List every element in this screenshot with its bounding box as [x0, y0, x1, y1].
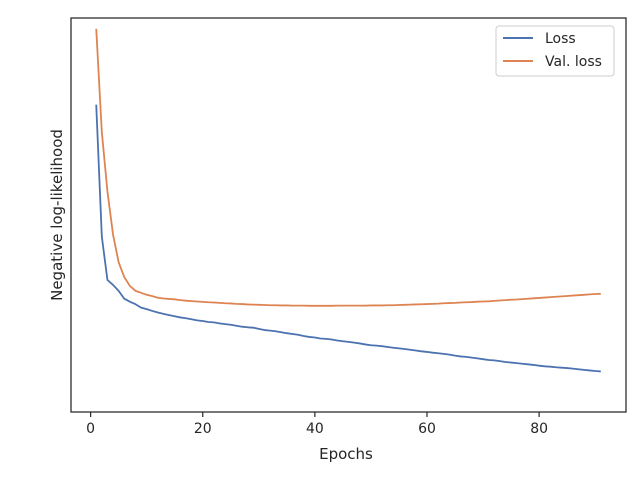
x-tick-label: 0: [86, 421, 95, 437]
plot-area: [71, 18, 626, 412]
x-tick-layer: 0 20 40 60 80: [86, 412, 548, 437]
x-tick-label: 20: [194, 421, 212, 437]
x-tick-label: 60: [418, 421, 436, 437]
legend-label-val-loss: Val. loss: [545, 54, 602, 70]
legend: Loss Val. loss: [495, 25, 615, 77]
series-line-val-loss: [95, 28, 601, 307]
legend-label-loss: Loss: [545, 31, 576, 47]
y-axis-label: Negative log-likelihood: [48, 129, 66, 301]
x-tick-label: 80: [530, 421, 548, 437]
x-axis-label: Epochs: [319, 445, 373, 463]
series-line-loss: [95, 104, 601, 373]
plot-frame: [70, 17, 627, 413]
x-tick-label: 40: [306, 421, 324, 437]
series-layer: [95, 28, 601, 373]
